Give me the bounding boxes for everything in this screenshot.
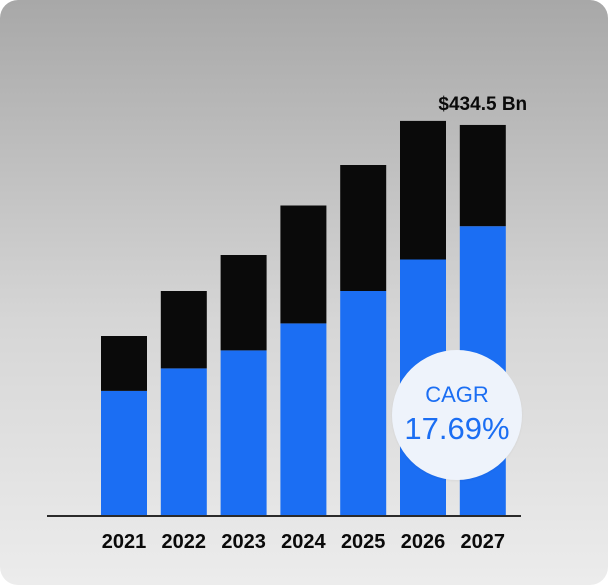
x-axis-labels: 2021 2022 2023 2024 2025 2026 2027 xyxy=(102,531,505,553)
bar-2024-segment-1 xyxy=(280,323,327,516)
x-tick-label: 2023 xyxy=(221,531,266,553)
x-tick-label: 2021 xyxy=(102,531,147,553)
bar-2023-segment-2 xyxy=(220,255,267,351)
x-tick-label: 2027 xyxy=(461,531,506,553)
last-bar-value-label: $434.5 Bn xyxy=(438,94,527,115)
bar-2022-segment-2 xyxy=(160,291,207,369)
cagr-value: 17.69% xyxy=(404,411,510,447)
x-tick-label: 2026 xyxy=(401,531,446,553)
bar-2025-segment-2 xyxy=(340,165,387,291)
x-tick-label: 2024 xyxy=(281,531,326,553)
cagr-badge: CAGR 17.69% xyxy=(392,350,522,480)
bar-2024-segment-2 xyxy=(280,205,327,324)
x-tick-label: 2025 xyxy=(341,531,386,553)
bar-2023-segment-1 xyxy=(220,350,267,516)
bar-2026-segment-2 xyxy=(400,120,446,260)
bar-2025-segment-1 xyxy=(340,291,387,516)
bar-2021-segment-1 xyxy=(101,390,147,516)
bar-2021-segment-2 xyxy=(101,336,147,391)
bar-2027-segment-2 xyxy=(459,124,506,227)
bar-2022-segment-1 xyxy=(160,368,207,516)
cagr-label: CAGR xyxy=(425,382,489,408)
x-tick-label: 2022 xyxy=(162,531,207,553)
